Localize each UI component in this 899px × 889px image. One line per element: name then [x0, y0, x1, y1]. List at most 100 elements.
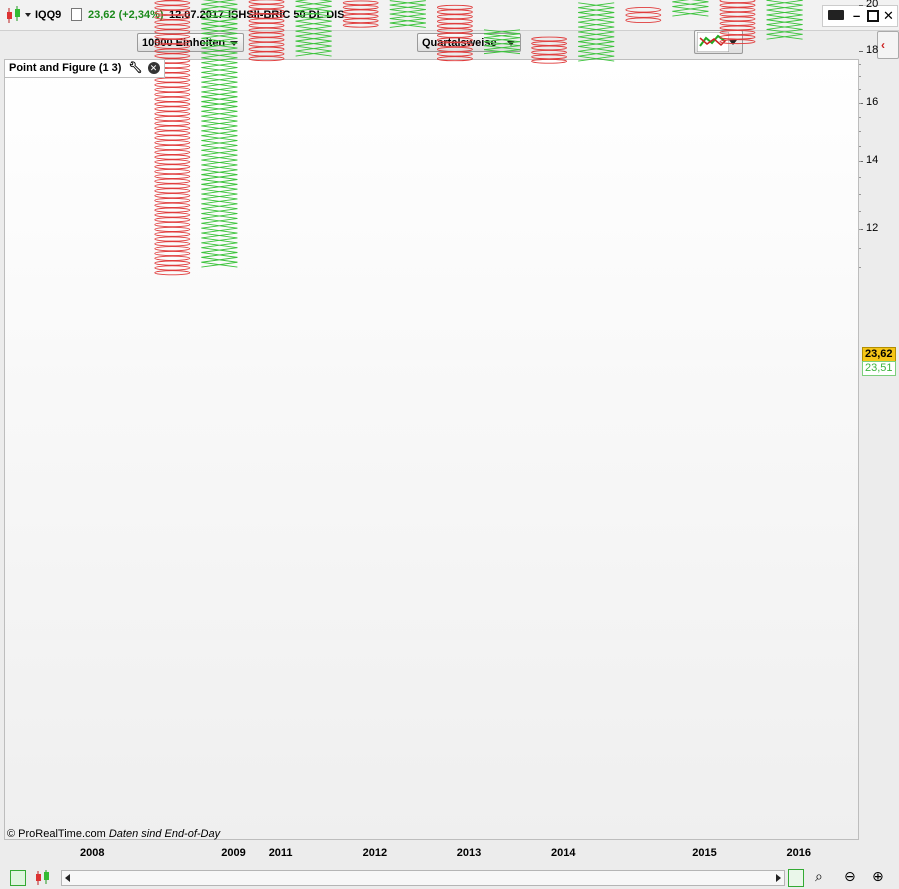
- o-box: [531, 36, 568, 42]
- o-box: [154, 111, 191, 117]
- wrench-icon[interactable]: 🔧︎: [128, 62, 143, 74]
- o-box: [154, 87, 191, 93]
- x-tick-label: 2014: [550, 847, 576, 859]
- x-box: [389, 18, 426, 24]
- x-box: [201, 47, 238, 54]
- y-tick-label: 16: [866, 95, 879, 108]
- o-column: [436, 4, 473, 62]
- x-box: [201, 52, 238, 59]
- maximize-icon[interactable]: [867, 10, 879, 22]
- o-box: [248, 0, 285, 5]
- o-box: [248, 8, 285, 14]
- o-column: [531, 36, 568, 64]
- x-box: [201, 110, 238, 117]
- x-box: [201, 188, 238, 195]
- o-box: [248, 18, 285, 24]
- x-tick-label: 2009: [221, 847, 246, 859]
- candlestick-icon[interactable]: [34, 869, 52, 887]
- chevron-down-icon: [729, 40, 737, 45]
- indicator-icon[interactable]: [788, 869, 804, 887]
- close-icon[interactable]: ✕: [883, 8, 894, 23]
- o-box: [154, 10, 191, 16]
- keyboard-icon[interactable]: [828, 10, 844, 20]
- o-box: [154, 34, 191, 40]
- zoom-fit-icon[interactable]: ⌕: [815, 868, 823, 884]
- x-box: [578, 7, 615, 13]
- o-box: [154, 130, 191, 136]
- x-box: [201, 247, 238, 253]
- horizontal-scrollbar[interactable]: [61, 870, 785, 886]
- o-box: [154, 173, 191, 179]
- zoom-out-icon[interactable]: ⊖: [844, 868, 856, 884]
- x-column: [295, 0, 332, 57]
- o-box: [154, 5, 191, 11]
- o-box: [154, 226, 191, 232]
- o-box: [436, 51, 473, 57]
- remove-indicator-icon[interactable]: ✕: [147, 62, 160, 74]
- x-tick-label: 2013: [456, 847, 482, 859]
- x-box: [201, 159, 238, 166]
- candlestick-icon[interactable]: [4, 5, 24, 25]
- minimize-icon[interactable]: –: [853, 8, 861, 23]
- o-box: [154, 159, 191, 165]
- x-box: [295, 40, 332, 47]
- x-column: [201, 0, 238, 268]
- x-box: [201, 57, 238, 64]
- o-box: [436, 14, 473, 20]
- scroll-left-icon[interactable]: [65, 874, 70, 882]
- x-box: [295, 0, 332, 7]
- symbol-dropdown-icon[interactable]: [25, 13, 31, 17]
- o-box: [531, 50, 568, 55]
- o-box: [154, 250, 191, 257]
- x-box: [201, 183, 238, 190]
- x-box: [201, 149, 238, 156]
- o-box: [154, 197, 191, 204]
- o-column: [719, 0, 756, 45]
- x-box: [201, 208, 238, 215]
- last-price-badge: 23,62: [862, 347, 896, 362]
- o-box: [531, 58, 568, 64]
- o-box: [342, 13, 379, 19]
- o-box: [719, 30, 756, 35]
- y-tick-mark: [859, 228, 863, 230]
- y-minor-tick: [859, 161, 861, 163]
- x-box: [201, 144, 238, 151]
- o-box: [154, 24, 191, 30]
- scroll-right-icon[interactable]: [776, 874, 781, 882]
- o-box: [154, 96, 191, 102]
- indicator-legend[interactable]: Point and Figure (1 3) 🔧︎ ✕: [4, 59, 165, 78]
- o-box: [154, 106, 191, 112]
- x-box: [483, 49, 521, 55]
- x-tick-label: 2008: [79, 847, 105, 859]
- y-minor-tick: [859, 211, 861, 213]
- zoom-in-icon[interactable]: ⊕: [872, 868, 884, 884]
- o-box: [436, 56, 473, 62]
- x-box: [295, 0, 332, 2]
- x-box: [766, 33, 803, 40]
- x-box: [578, 2, 615, 9]
- x-box: [201, 227, 238, 234]
- x-box: [201, 13, 238, 20]
- instrument-info-icon[interactable]: [71, 8, 82, 21]
- x-box: [578, 46, 615, 52]
- o-box: [248, 51, 285, 57]
- o-box: [154, 43, 191, 49]
- x-box: [201, 86, 238, 93]
- o-box: [248, 27, 285, 33]
- o-box: [531, 54, 568, 60]
- o-box: [719, 25, 756, 31]
- chart-plot-area[interactable]: [4, 59, 859, 840]
- o-box: [154, 14, 191, 20]
- o-box: [625, 17, 662, 24]
- x-box: [201, 115, 238, 122]
- price-axis[interactable]: [859, 59, 899, 840]
- o-box: [719, 39, 756, 45]
- y-minor-tick: [859, 63, 861, 65]
- o-box: [342, 4, 379, 10]
- o-box: [248, 41, 285, 47]
- symbol-label[interactable]: IQQ9: [35, 9, 62, 21]
- time-axis[interactable]: [4, 840, 859, 862]
- export-icon[interactable]: [10, 870, 26, 886]
- chart-type-button[interactable]: [694, 30, 743, 54]
- o-box: [625, 12, 662, 18]
